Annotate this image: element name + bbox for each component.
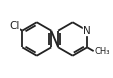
Text: Cl: Cl [9,21,19,31]
Text: N: N [82,26,90,36]
Text: CH₃: CH₃ [94,47,109,56]
